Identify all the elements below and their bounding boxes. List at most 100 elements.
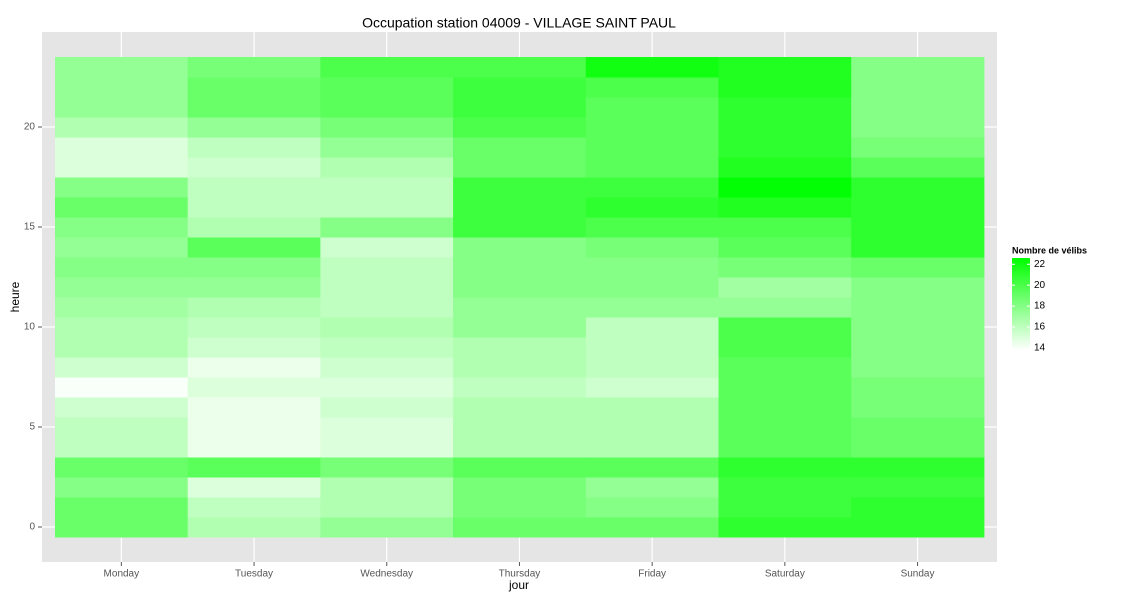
heatmap-cell <box>585 357 719 378</box>
heatmap-cell <box>585 237 719 258</box>
heatmap-cell <box>585 477 719 498</box>
heatmap-cell <box>55 197 189 218</box>
y-tick-label: 0 <box>29 522 35 533</box>
heatmap-cell <box>851 457 985 478</box>
heatmap-cell <box>187 137 321 158</box>
heatmap-cell <box>585 97 719 118</box>
heatmap-cell <box>55 457 189 478</box>
heatmap-cell <box>453 377 587 398</box>
heatmap-cell <box>55 57 189 78</box>
colorbar-segment <box>1012 316 1030 319</box>
colorbar-segment <box>1012 286 1030 289</box>
heatmap-cell <box>453 197 587 218</box>
heatmap-cell <box>55 417 189 438</box>
heatmap-cell <box>585 277 719 298</box>
heatmap-cell <box>187 337 321 358</box>
heatmap-cell <box>851 297 985 318</box>
colorbar-segment <box>1012 314 1030 317</box>
heatmap-cell <box>187 97 321 118</box>
heatmap-cell <box>320 177 454 198</box>
heatmap-cell <box>718 177 852 198</box>
colorbar-segment <box>1012 294 1030 297</box>
heatmap-cell <box>320 517 454 538</box>
heatmap-cell <box>585 457 719 478</box>
colorbar-segment <box>1012 308 1030 311</box>
colorbar-segment <box>1012 262 1030 265</box>
colorbar-segment <box>1012 288 1030 291</box>
colorbar-segment <box>1012 264 1030 267</box>
heatmap-cell <box>320 257 454 278</box>
heatmap-cell <box>718 397 852 418</box>
colorbar-segment <box>1012 336 1030 339</box>
heatmap-cell <box>187 317 321 338</box>
heatmap-cell <box>585 57 719 78</box>
heatmap-cell <box>585 77 719 98</box>
heatmap-cell <box>187 237 321 258</box>
heatmap-cell <box>55 377 189 398</box>
heatmap-cell <box>320 417 454 438</box>
heatmap-cell <box>453 417 587 438</box>
colorbar-segment <box>1012 282 1030 285</box>
colorbar-segment <box>1012 348 1030 351</box>
legend-tick-label: 18 <box>1034 301 1046 312</box>
colorbar-segment <box>1012 298 1030 301</box>
colorbar-segment <box>1012 324 1030 327</box>
heatmap-cell <box>851 417 985 438</box>
heatmap-cell <box>851 317 985 338</box>
heatmap-cell <box>453 137 587 158</box>
heatmap-cell <box>187 357 321 378</box>
heatmap-cell <box>453 357 587 378</box>
colorbar-segment <box>1012 272 1030 275</box>
y-tick-label: 15 <box>24 222 36 233</box>
legend-tick-label: 14 <box>1034 343 1046 354</box>
heatmap-cell <box>320 77 454 98</box>
colorbar-segment <box>1012 274 1030 277</box>
heatmap-cell <box>320 317 454 338</box>
heatmap-cell <box>718 237 852 258</box>
heatmap-cell <box>55 277 189 298</box>
heatmap-cell <box>187 437 321 458</box>
heatmap-cell <box>585 317 719 338</box>
colorbar-segment <box>1012 268 1030 271</box>
heatmap-cell <box>55 137 189 158</box>
x-tick-label: Sunday <box>901 569 935 580</box>
heatmap-cell <box>585 117 719 138</box>
heatmap-cell <box>851 477 985 498</box>
heatmap-cell <box>851 97 985 118</box>
heatmap-cell <box>320 437 454 458</box>
heatmap-cell <box>851 437 985 458</box>
colorbar-segment <box>1012 260 1030 263</box>
heatmap-cell <box>187 157 321 178</box>
heatmap-cell <box>718 437 852 458</box>
heatmap-cell <box>320 497 454 518</box>
heatmap-cell <box>851 217 985 238</box>
colorbar-segment <box>1012 322 1030 325</box>
heatmap-cell <box>320 457 454 478</box>
colorbar-segment <box>1012 342 1030 345</box>
heatmap-cell <box>55 477 189 498</box>
colorbar-segment <box>1012 310 1030 313</box>
heatmap-cell <box>718 257 852 278</box>
heatmap-cell <box>585 437 719 458</box>
legend-tick-label: 16 <box>1034 322 1046 333</box>
colorbar-segment <box>1012 302 1030 305</box>
heatmap-cell <box>187 177 321 198</box>
heatmap-cell <box>718 297 852 318</box>
heatmap-cell <box>718 417 852 438</box>
heatmap-cell <box>320 57 454 78</box>
colorbar-segment <box>1012 292 1030 295</box>
heatmap-cell <box>453 297 587 318</box>
heatmap-cell <box>585 337 719 358</box>
heatmap-cell <box>718 97 852 118</box>
heatmap-cell <box>585 177 719 198</box>
heatmap-cell <box>718 477 852 498</box>
heatmap-cell <box>453 257 587 278</box>
heatmap-cell <box>320 117 454 138</box>
colorbar-segment <box>1012 284 1030 287</box>
heatmap-cell <box>320 137 454 158</box>
heatmap-cell <box>55 77 189 98</box>
heatmap-cell <box>585 157 719 178</box>
heatmap-cell <box>187 417 321 438</box>
heatmap-cell <box>851 197 985 218</box>
colorbar-segment <box>1012 290 1030 293</box>
